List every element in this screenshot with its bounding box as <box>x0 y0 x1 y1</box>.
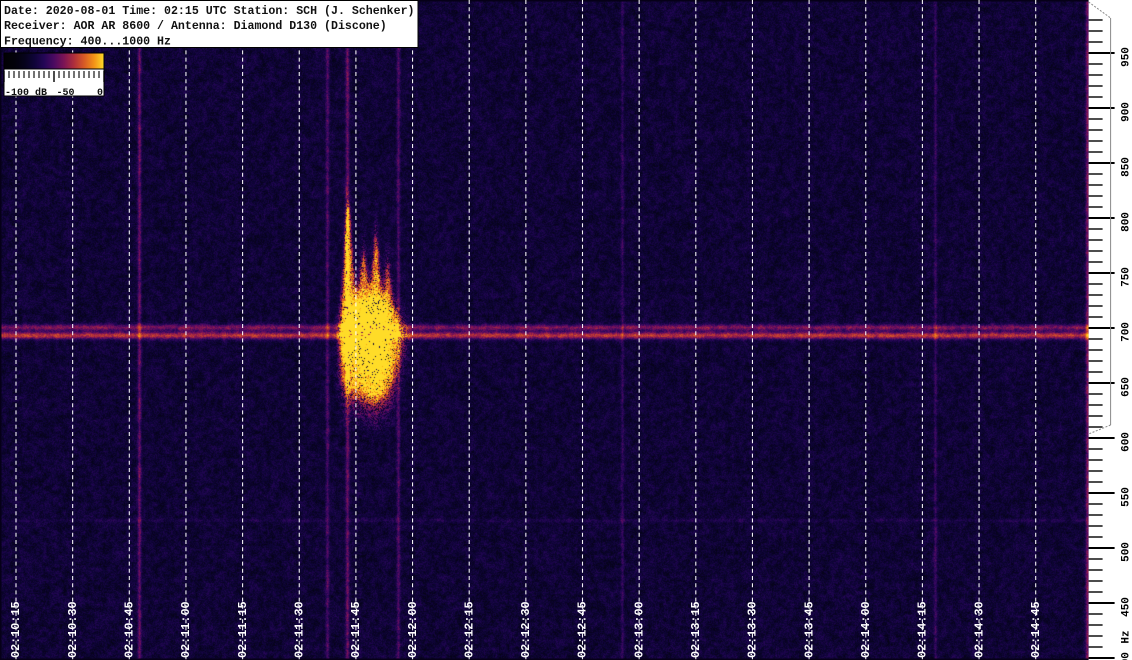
svg-text:600: 600 <box>1121 432 1132 452</box>
svg-text:0: 0 <box>97 88 103 99</box>
svg-text:Receiver: AOR AR 8600 / Antenn: Receiver: AOR AR 8600 / Antenna: Diamond… <box>4 20 387 33</box>
svg-text:450: 450 <box>1121 597 1132 617</box>
svg-text:02:11:00: 02:11:00 <box>179 601 193 658</box>
svg-text:-100 dB: -100 dB <box>5 87 47 99</box>
svg-text:700: 700 <box>1121 322 1132 342</box>
svg-text:02:12:45: 02:12:45 <box>576 601 590 658</box>
svg-text:02:13:45: 02:13:45 <box>802 601 816 658</box>
svg-text:02:11:30: 02:11:30 <box>292 601 306 658</box>
svg-text:500: 500 <box>1121 542 1132 562</box>
svg-text:02:13:15: 02:13:15 <box>689 601 703 658</box>
svg-text:02:12:15: 02:12:15 <box>462 601 476 658</box>
svg-text:02:12:00: 02:12:00 <box>406 601 420 658</box>
svg-text:02:12:30: 02:12:30 <box>519 601 533 658</box>
svg-text:02:14:00: 02:14:00 <box>859 601 873 658</box>
svg-text:-50: -50 <box>56 88 74 99</box>
svg-text:650: 650 <box>1121 377 1132 397</box>
svg-text:02:13:30: 02:13:30 <box>746 601 760 658</box>
svg-text:02:10:30: 02:10:30 <box>66 601 80 658</box>
svg-text:Hz: Hz <box>1121 630 1132 643</box>
svg-text:02:11:45: 02:11:45 <box>349 601 363 658</box>
svg-text:02:14:45: 02:14:45 <box>1029 601 1043 658</box>
svg-text:800: 800 <box>1121 212 1132 232</box>
svg-text:02:14:30: 02:14:30 <box>972 601 986 658</box>
svg-text:02:14:15: 02:14:15 <box>916 601 930 658</box>
svg-text:02:13:00: 02:13:00 <box>632 601 646 658</box>
svg-text:950: 950 <box>1121 47 1132 67</box>
svg-text:750: 750 <box>1121 267 1132 287</box>
svg-text:850: 850 <box>1121 157 1132 177</box>
svg-text:02:10:45: 02:10:45 <box>123 601 137 658</box>
svg-text:Date: 2020-08-01 Time: 02:15 U: Date: 2020-08-01 Time: 02:15 UTC Station… <box>4 5 415 18</box>
svg-text:550: 550 <box>1121 487 1132 507</box>
svg-text:900: 900 <box>1121 102 1132 122</box>
svg-text:Frequency: 400...1000 Hz: Frequency: 400...1000 Hz <box>4 35 171 48</box>
svg-text:400: 400 <box>1121 652 1132 660</box>
svg-text:02:11:15: 02:11:15 <box>236 601 250 658</box>
svg-text:02:10:15: 02:10:15 <box>9 601 23 658</box>
